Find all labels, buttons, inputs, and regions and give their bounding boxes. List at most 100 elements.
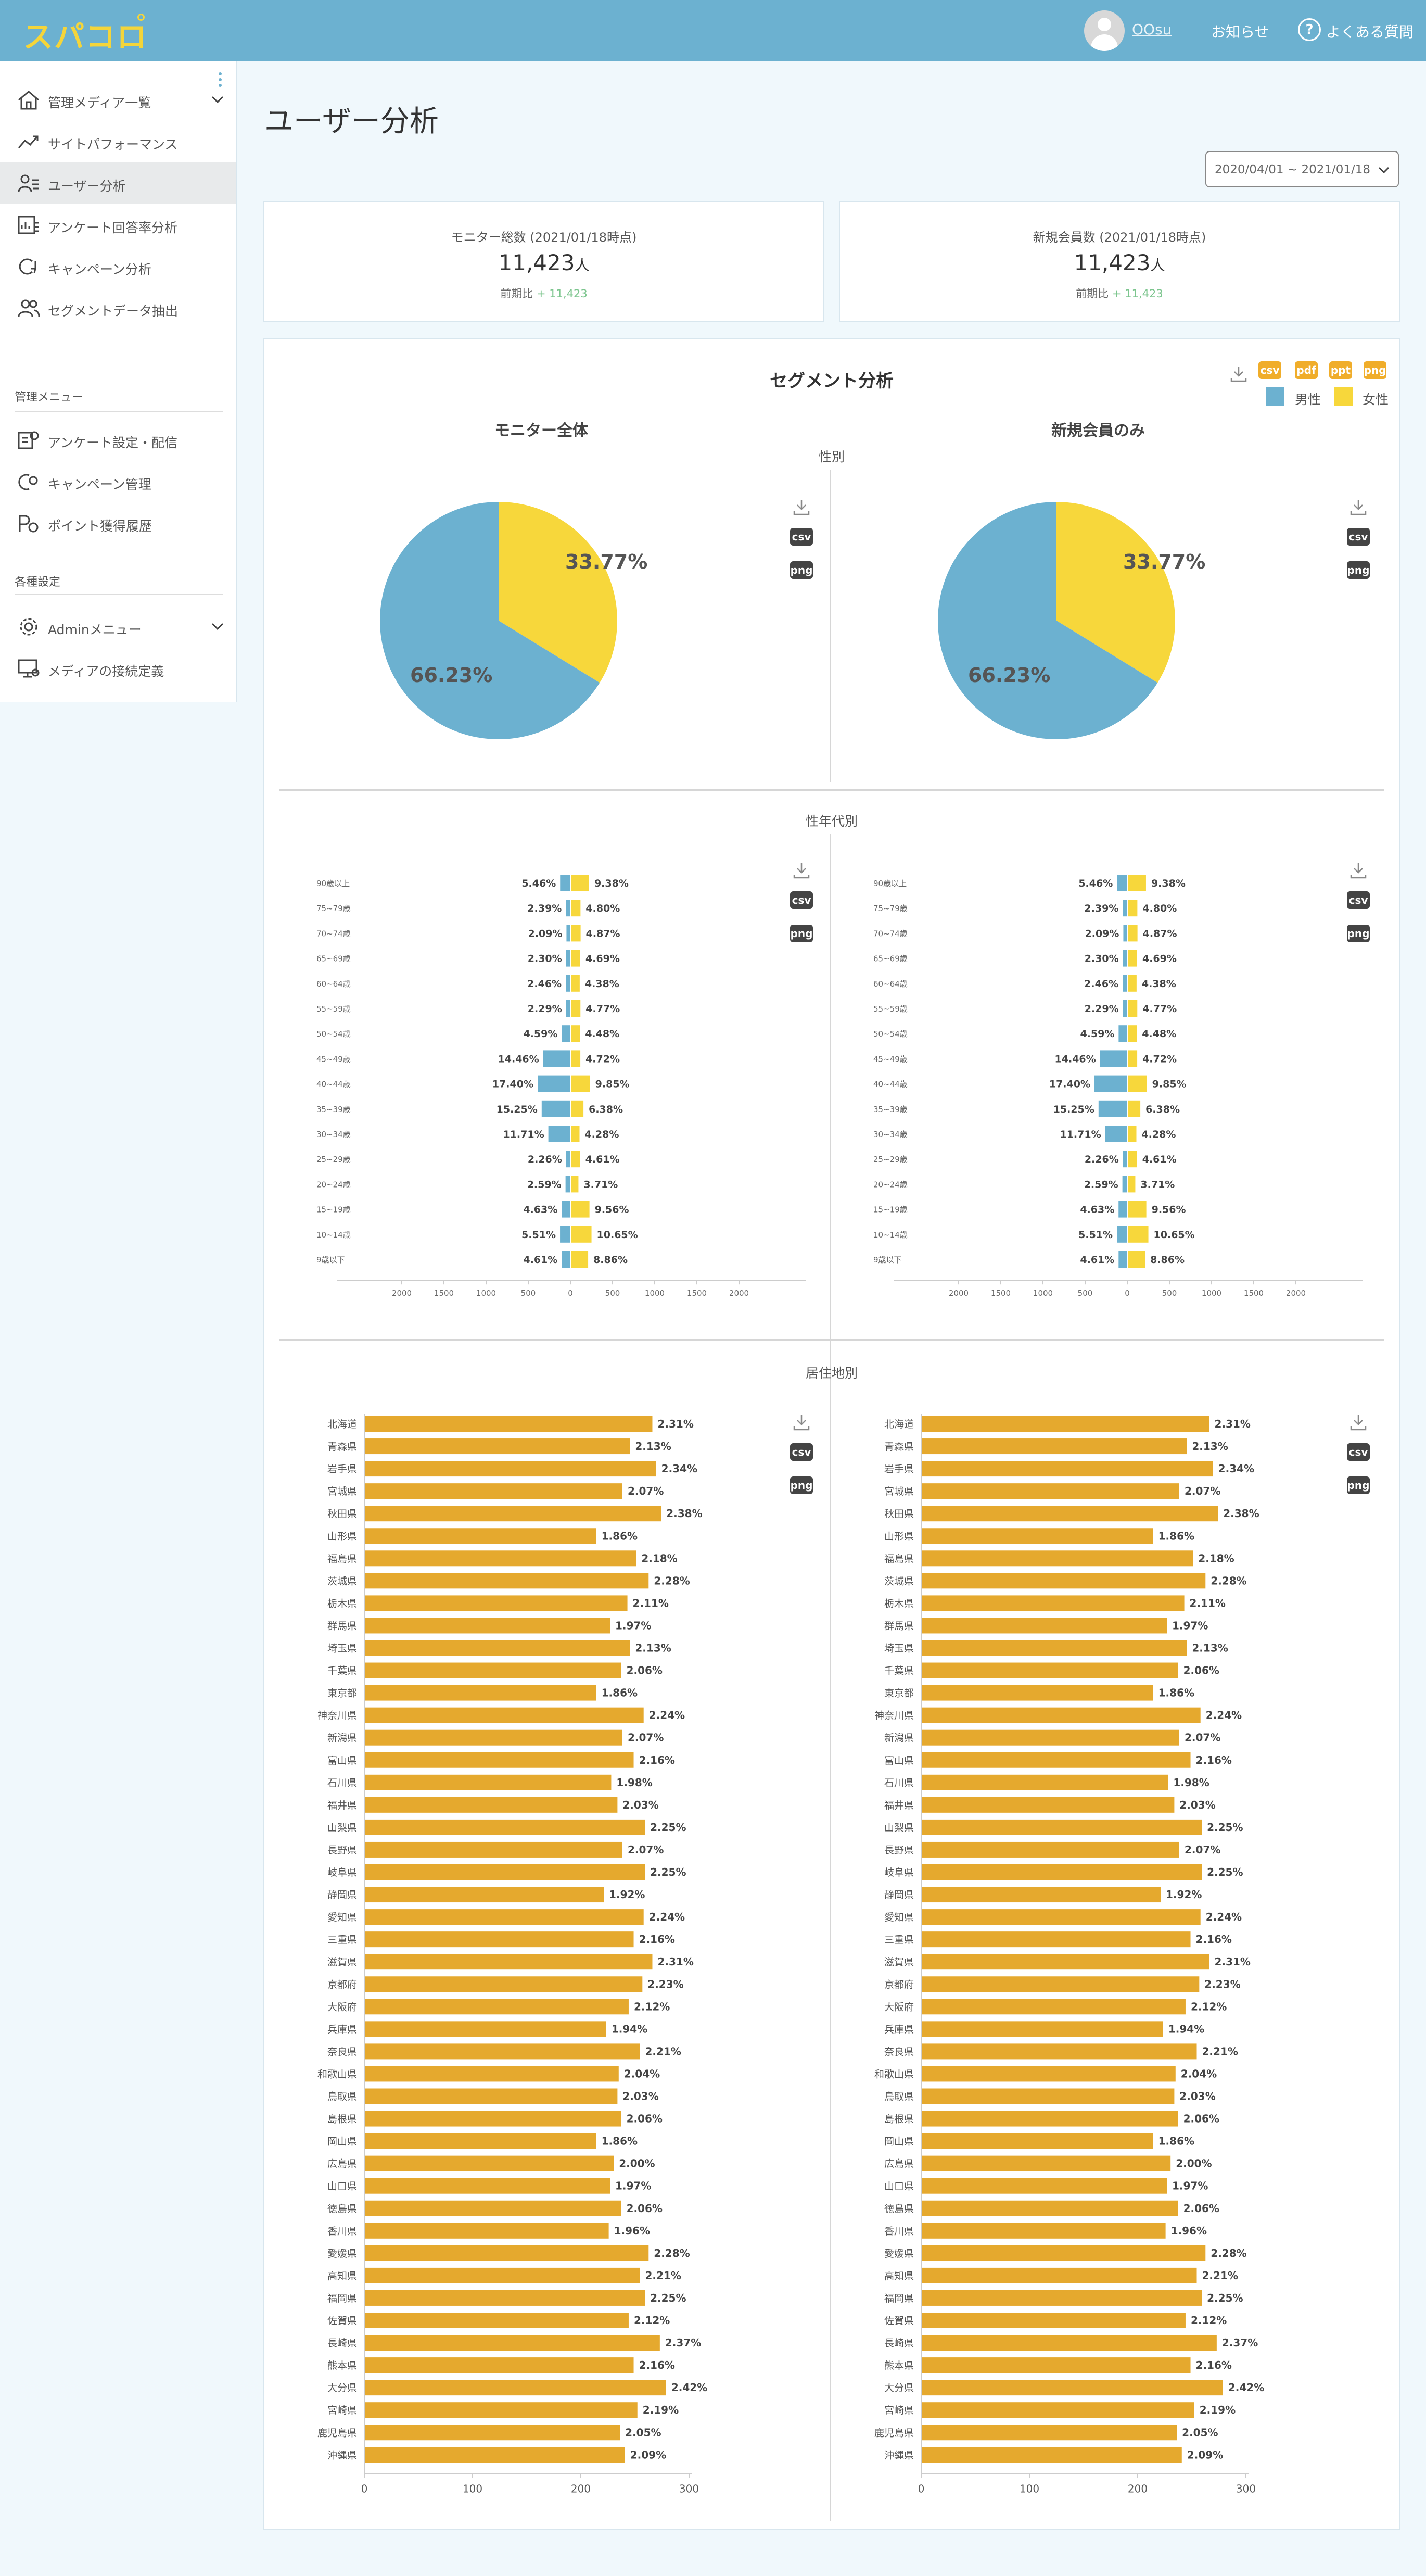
sidebar-item-media-list[interactable]: 管理メディア一覧	[0, 79, 236, 121]
region-value-label: 2.05%	[625, 2426, 661, 2439]
sidebar-item-user-analysis[interactable]: ユーザー分析	[0, 162, 236, 204]
stat-card-new-members: 新規会員数 (2021/01/18時点) 11,423人 前期比 + 11,42…	[839, 201, 1400, 322]
sidebar-menu-icon[interactable]	[219, 72, 222, 90]
age-value-male: 17.40%	[1049, 1079, 1090, 1090]
sidebar-item-media-connection[interactable]: メディアの接続定義	[0, 648, 236, 689]
age-tick-label: 50~54歳	[316, 1029, 351, 1039]
gender-csv-button[interactable]: csv	[790, 528, 813, 546]
gender-csv-button[interactable]: csv	[1347, 528, 1370, 546]
download-icon[interactable]	[1228, 363, 1249, 384]
region-csv-button[interactable]: csv	[790, 1443, 813, 1461]
sidebar-item-segment-extract[interactable]: セグメントデータ抽出	[0, 287, 236, 329]
region-bar	[364, 2111, 621, 2127]
download-icon[interactable]	[791, 497, 812, 517]
region-bar	[364, 1909, 644, 1925]
sidebar-item-point-history[interactable]: ポイント獲得履歴	[0, 502, 236, 544]
age-csv-button[interactable]: csv	[790, 891, 813, 909]
legend-swatch-male	[1266, 387, 1284, 406]
region-value-label: 2.06%	[627, 2113, 663, 2125]
age-tick-label: 55~59歳	[316, 1004, 351, 1014]
export-png-button[interactable]: png	[1364, 361, 1386, 379]
region-bar	[364, 1707, 644, 1723]
sidebar-item-campaign-manage[interactable]: キャンペーン管理	[0, 461, 236, 502]
download-icon[interactable]	[791, 1412, 812, 1433]
age-bar-male	[565, 1176, 570, 1193]
region-value-label: 2.25%	[650, 1821, 686, 1834]
age-value-male: 2.09%	[1085, 928, 1119, 939]
sidebar-item-survey-analysis[interactable]: アンケート回答率分析	[0, 204, 236, 246]
sidebar-item-label: メディアの接続定義	[48, 664, 164, 679]
age-value-male: 17.40%	[492, 1079, 533, 1090]
help-icon[interactable]: ?	[1298, 18, 1321, 41]
region-value-label: 2.03%	[1179, 1799, 1215, 1811]
pie-label-male: 66.23%	[968, 664, 1050, 687]
sidebar-item-site-performance[interactable]: サイトパフォーマンス	[0, 121, 236, 162]
region-bar	[364, 1416, 653, 1432]
age-value-female: 4.77%	[585, 1003, 620, 1015]
sidebar-item-survey-settings[interactable]: アンケート設定・配信	[0, 419, 236, 461]
export-pdf-button[interactable]: pdf	[1295, 361, 1318, 379]
download-icon[interactable]	[1348, 497, 1369, 517]
age-tick-label: 30~34歳	[873, 1130, 908, 1139]
download-icon[interactable]	[791, 860, 812, 881]
age-png-button[interactable]: png	[790, 925, 813, 942]
age-tick-label: 10~14歳	[873, 1230, 908, 1240]
chevron-down-icon[interactable]	[210, 618, 225, 634]
region-tick-label: 宮崎県	[884, 2405, 914, 2416]
age-value-female: 8.86%	[593, 1254, 628, 1266]
region-value-label: 2.12%	[1191, 2000, 1227, 2013]
region-bar	[921, 2313, 1186, 2328]
region-value-label: 2.28%	[654, 1574, 690, 1587]
gender-png-button[interactable]: png	[1347, 561, 1370, 579]
age-bar-female	[571, 1000, 581, 1017]
user-name-link[interactable]: OOsu	[1132, 21, 1172, 38]
age-tick-label: 9歳以下	[873, 1255, 902, 1265]
download-icon[interactable]	[1348, 860, 1369, 881]
divider	[279, 789, 1384, 791]
region-bar	[364, 1931, 634, 1948]
region-png-button[interactable]: png	[1347, 1476, 1370, 1494]
region-bar	[921, 1864, 1202, 1880]
pie-label-female: 33.77%	[565, 550, 647, 573]
region-tick-label: 秋田県	[327, 1508, 357, 1520]
age-tick-label: 20~24歳	[316, 1180, 351, 1189]
region-bar	[921, 1729, 1179, 1746]
campaign-gear-icon	[18, 474, 38, 490]
chevron-down-icon[interactable]	[210, 92, 225, 107]
region-value-label: 2.16%	[639, 1933, 675, 1946]
age-bar-female	[571, 1100, 584, 1117]
region-bar	[364, 1864, 645, 1880]
region-bar	[364, 2178, 610, 2194]
age-csv-button[interactable]: csv	[1347, 891, 1370, 909]
age-bar-male	[1118, 1025, 1127, 1042]
region-bar	[364, 1841, 622, 1858]
sidebar-item-campaign-analysis[interactable]: キャンペーン分析	[0, 246, 236, 287]
region-value-label: 2.31%	[657, 1955, 693, 1968]
region-tick-label: 福井県	[327, 1800, 357, 1811]
app-logo[interactable]: スパコロ	[23, 19, 148, 55]
region-value-label: 2.31%	[1214, 1418, 1250, 1430]
export-ppt-button[interactable]: ppt	[1329, 361, 1352, 379]
region-bar	[921, 2088, 1175, 2104]
people-icon	[18, 299, 40, 317]
download-icon[interactable]	[1348, 1412, 1369, 1433]
divider	[830, 1386, 831, 2521]
section-title-age: 性年代別	[805, 814, 858, 829]
age-tick-label: 20~24歳	[873, 1180, 908, 1189]
notice-link[interactable]: お知らせ	[1211, 23, 1269, 41]
sidebar-item-admin-menu[interactable]: Adminメニュー	[0, 606, 236, 648]
export-csv-button[interactable]: csv	[1258, 361, 1281, 379]
faq-link[interactable]: よくある質問	[1326, 23, 1414, 41]
age-axis-label: 0	[1125, 1289, 1130, 1298]
section-title-region: 居住地別	[805, 1366, 858, 1381]
region-png-button[interactable]: png	[790, 1476, 813, 1494]
region-value-label: 2.16%	[1196, 1754, 1232, 1766]
age-value-female: 9.85%	[1152, 1079, 1187, 1090]
user-avatar[interactable]	[1084, 10, 1125, 51]
gender-png-button[interactable]: png	[790, 561, 813, 579]
age-value-female: 4.28%	[584, 1129, 619, 1140]
age-tick-label: 55~59歳	[873, 1004, 908, 1014]
date-range-select[interactable]: 2020/04/01 ~ 2021/01/18	[1205, 151, 1399, 187]
age-png-button[interactable]: png	[1347, 925, 1370, 942]
region-csv-button[interactable]: csv	[1347, 1443, 1370, 1461]
